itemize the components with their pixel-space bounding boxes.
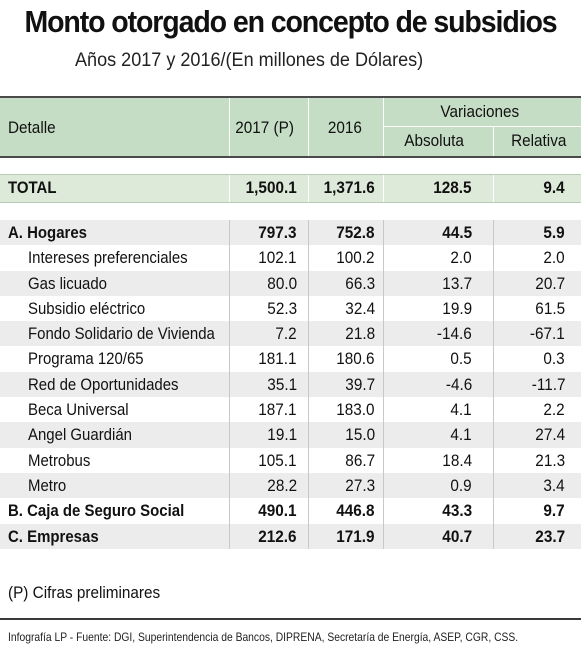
- table-row: Metro 28.2 27.3 0.9 3.4: [0, 472, 581, 499]
- row-value-2016: 752.8: [336, 223, 375, 242]
- row-value-2017: 1,500.1: [245, 178, 297, 197]
- row-value-absoluta: 13.7: [442, 273, 472, 293]
- table-header: Detalle 2017 (P) 2016 Variaciones Absolu…: [0, 96, 581, 158]
- row-value-absoluta: 44.5: [442, 223, 472, 242]
- table-body: A. Hogares 797.3 752.8 44.5 5.9 Intereses pre…: [0, 220, 581, 549]
- table-row: Beca Universal 187.1 183.0 4.1 2.2: [0, 397, 581, 423]
- table-row: Red de Oportunidades 35.1 39.7 -4.6 -11.7: [0, 371, 581, 398]
- row-value-2017: 490.1: [258, 501, 297, 521]
- table-row: Gas licuado 80.0 66.3 13.7 20.7: [0, 270, 581, 296]
- row-value-relativa: 61.5: [535, 298, 565, 318]
- row-label: Fondo Solidario de Vivienda: [28, 324, 215, 344]
- row-value-2016: 86.7: [345, 450, 375, 470]
- row-value-absoluta: 4.1: [450, 400, 472, 420]
- row-label: Angel Guardián: [28, 425, 132, 445]
- row-value-2016: 21.8: [345, 324, 375, 344]
- header-2016: 2016: [327, 118, 362, 137]
- row-value-absoluta: 43.3: [442, 501, 472, 521]
- row-value-absoluta: 2.0: [450, 248, 472, 268]
- row-value-relativa: 2.0: [543, 248, 565, 268]
- row-label: Gas licuado: [28, 273, 108, 293]
- row-value-2016: 32.4: [345, 298, 375, 318]
- row-value-relativa: -11.7: [531, 374, 565, 394]
- row-value-2016: 66.3: [345, 273, 375, 293]
- table-row: Programa 120/65 181.1 180.6 0.5 0.3: [0, 346, 581, 372]
- row-value-relativa: 2.2: [543, 400, 565, 420]
- row-value-relativa: 23.7: [535, 526, 565, 546]
- row-value-2017: 105.1: [258, 450, 297, 470]
- page-title: Monto otorgado en concepto de subsidios: [24, 4, 557, 39]
- header-detalle: Detalle: [8, 118, 56, 137]
- row-value-2017: 19.1: [267, 425, 297, 445]
- page-subtitle: Años 2017 y 2016/(En millones de Dólares…: [75, 50, 424, 71]
- row-label: C. Empresas: [8, 526, 99, 546]
- table-row: Fondo Solidario de Vivienda 7.2 21.8 -14.6 -…: [0, 321, 581, 347]
- row-label: Subsidio eléctrico: [28, 298, 146, 318]
- row-value-2016: 100.2: [336, 248, 375, 268]
- header-absoluta: Absoluta: [404, 131, 464, 150]
- row-value-2017: 187.1: [258, 400, 297, 420]
- table-row: Angel Guardián 19.1 15.0 4.1 27.4: [0, 422, 581, 448]
- table-row: B. Caja de Seguro Social 490.1 446.8 43.3 9.…: [0, 498, 581, 524]
- row-value-2017: 7.2: [275, 324, 297, 344]
- table-row: C. Empresas 212.6 171.9 40.7 23.7: [0, 523, 581, 549]
- row-value-2016: 1,371.6: [323, 178, 375, 197]
- source-credit: Infografía LP - Fuente: DGI, Superintend…: [8, 630, 519, 644]
- row-label: A. Hogares: [8, 223, 87, 242]
- row-value-2017: 797.3: [258, 223, 297, 242]
- row-value-2016: 39.7: [345, 374, 375, 394]
- row-value-relativa: 5.9: [543, 223, 565, 242]
- row-value-absoluta: 19.9: [442, 298, 472, 318]
- table-row: Metrobus 105.1 86.7 18.4 21.3: [0, 447, 581, 473]
- table-row: Subsidio eléctrico 52.3 32.4 19.9 61.5: [0, 295, 581, 322]
- row-value-2016: 180.6: [336, 349, 375, 369]
- row-label: Metrobus: [28, 450, 91, 470]
- row-value-relativa: 27.4: [535, 425, 565, 445]
- footnote: (P) Cifras preliminares: [8, 583, 161, 602]
- divider: [0, 618, 581, 620]
- table-row: Intereses preferenciales 102.1 100.2 2.0 2.0: [0, 245, 581, 271]
- row-value-relativa: 0.3: [543, 349, 565, 369]
- table-row-total: TOTAL 1,500.1 1,371.6 128.5 9.4: [0, 174, 581, 203]
- row-value-2017: 212.6: [258, 526, 297, 546]
- row-label: B. Caja de Seguro Social: [8, 501, 185, 521]
- row-value-absoluta: 0.9: [450, 475, 472, 495]
- row-value-relativa: 9.7: [543, 501, 565, 521]
- row-value-relativa: 20.7: [535, 273, 565, 293]
- header-relativa: Relativa: [511, 131, 567, 150]
- row-value-2016: 446.8: [336, 501, 375, 521]
- row-value-2017: 52.3: [267, 298, 297, 318]
- row-value-relativa: 21.3: [535, 450, 565, 470]
- row-value-2016: 171.9: [336, 526, 375, 546]
- row-value-2017: 28.2: [267, 475, 297, 495]
- row-value-2017: 181.1: [258, 349, 297, 369]
- row-label: TOTAL: [8, 178, 57, 197]
- row-value-absoluta: 4.1: [450, 425, 472, 445]
- subsidies-table: Detalle 2017 (P) 2016 Variaciones Absolu…: [0, 96, 581, 549]
- row-label: Intereses preferenciales: [28, 248, 188, 268]
- row-label: Red de Oportunidades: [28, 374, 179, 394]
- row-value-2016: 27.3: [345, 475, 375, 495]
- row-value-relativa: 3.4: [543, 475, 565, 495]
- row-value-2017: 80.0: [267, 273, 297, 293]
- row-value-2017: 35.1: [267, 374, 297, 394]
- row-label: Metro: [28, 475, 67, 495]
- row-value-2016: 183.0: [336, 400, 375, 420]
- row-value-relativa: -67.1: [530, 324, 565, 344]
- header-variaciones: Variaciones: [440, 102, 520, 121]
- row-value-2016: 15.0: [345, 425, 375, 445]
- row-value-absoluta: -4.6: [445, 374, 472, 394]
- row-label: Beca Universal: [28, 400, 129, 420]
- row-value-absoluta: 18.4: [442, 450, 472, 470]
- row-value-absoluta: 0.5: [450, 349, 472, 369]
- row-value-2017: 102.1: [258, 248, 297, 268]
- row-label: Programa 120/65: [28, 349, 144, 369]
- row-value-absoluta: 40.7: [442, 526, 472, 546]
- header-2017: 2017 (P): [235, 118, 294, 137]
- row-value-absoluta: -14.6: [437, 324, 472, 344]
- row-value-absoluta: 128.5: [433, 178, 472, 197]
- row-value-relativa: 9.4: [543, 178, 565, 197]
- table-row: A. Hogares 797.3 752.8 44.5 5.9: [0, 220, 581, 246]
